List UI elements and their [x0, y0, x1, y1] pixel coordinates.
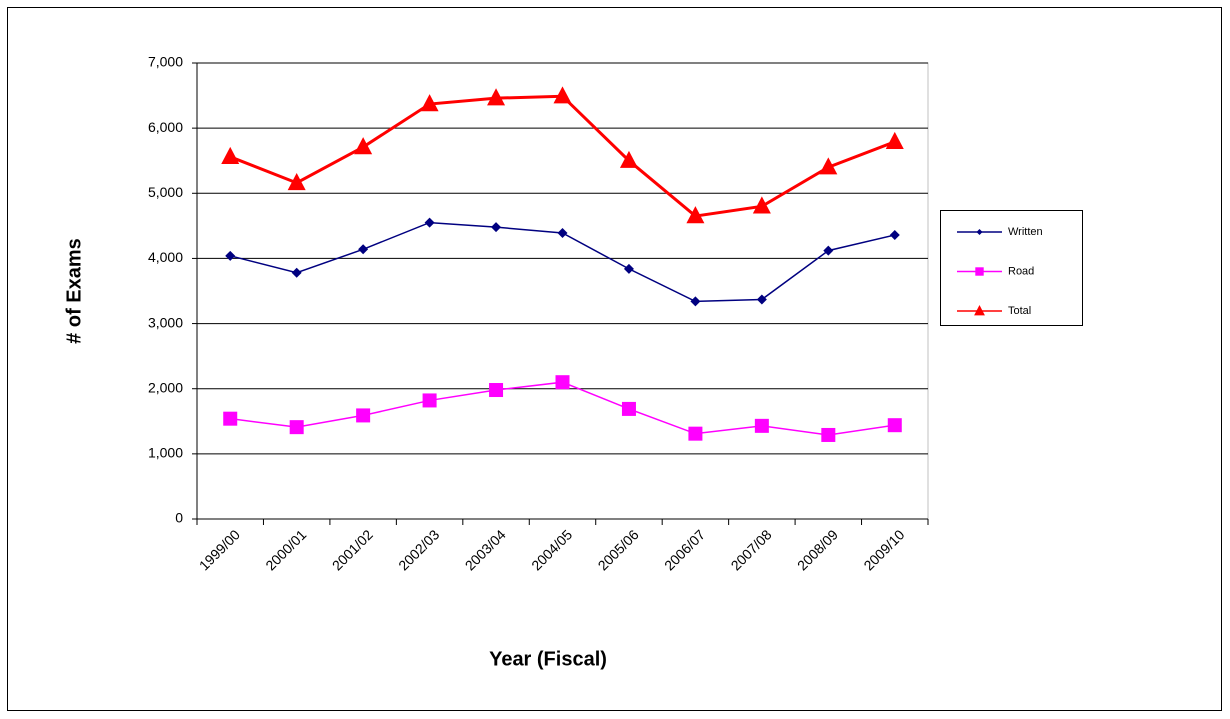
legend-label: Road: [1008, 265, 1034, 277]
marker: [885, 131, 904, 150]
marker: [557, 228, 568, 239]
marker: [754, 418, 769, 433]
legend-label: Total: [1008, 305, 1031, 317]
y-tick-label: 1,000: [148, 445, 183, 461]
marker: [690, 296, 701, 307]
marker: [289, 420, 304, 435]
y-tick-label: 7,000: [148, 54, 183, 70]
marker: [974, 305, 985, 316]
marker: [975, 267, 984, 276]
marker: [356, 408, 371, 423]
marker: [354, 137, 373, 155]
marker: [887, 418, 902, 433]
marker: [752, 196, 771, 214]
y-tick-label: 0: [175, 510, 183, 526]
y-tick-label: 6,000: [148, 119, 183, 135]
y-tick-label: 3,000: [148, 314, 183, 330]
marker: [491, 222, 502, 233]
marker: [221, 146, 240, 165]
marker: [688, 426, 703, 441]
marker: [225, 250, 236, 261]
marker: [686, 206, 705, 224]
marker: [422, 393, 437, 408]
marker: [976, 229, 983, 235]
y-axis-title: # of Exams: [63, 238, 85, 344]
marker: [756, 294, 767, 305]
marker: [623, 263, 634, 274]
marker: [420, 94, 439, 112]
marker: [424, 217, 435, 228]
marker: [821, 427, 836, 442]
marker: [889, 229, 900, 240]
plot-area: [196, 62, 929, 520]
marker: [358, 244, 369, 255]
legend-label: Written: [1008, 226, 1043, 238]
marker: [287, 172, 306, 191]
y-tick-label: 5,000: [148, 184, 183, 200]
marker: [291, 267, 302, 278]
marker: [823, 245, 834, 256]
marker: [223, 411, 238, 426]
marker: [553, 86, 572, 104]
marker: [819, 157, 838, 175]
marker: [487, 88, 506, 106]
y-tick-label: 4,000: [148, 249, 183, 265]
marker: [621, 401, 636, 416]
marker: [489, 383, 504, 398]
y-tick-label: 2,000: [148, 379, 183, 395]
marker: [619, 150, 638, 168]
x-axis-title: Year (Fiscal): [489, 648, 607, 670]
legend-box: [940, 210, 1083, 326]
marker: [555, 375, 570, 390]
